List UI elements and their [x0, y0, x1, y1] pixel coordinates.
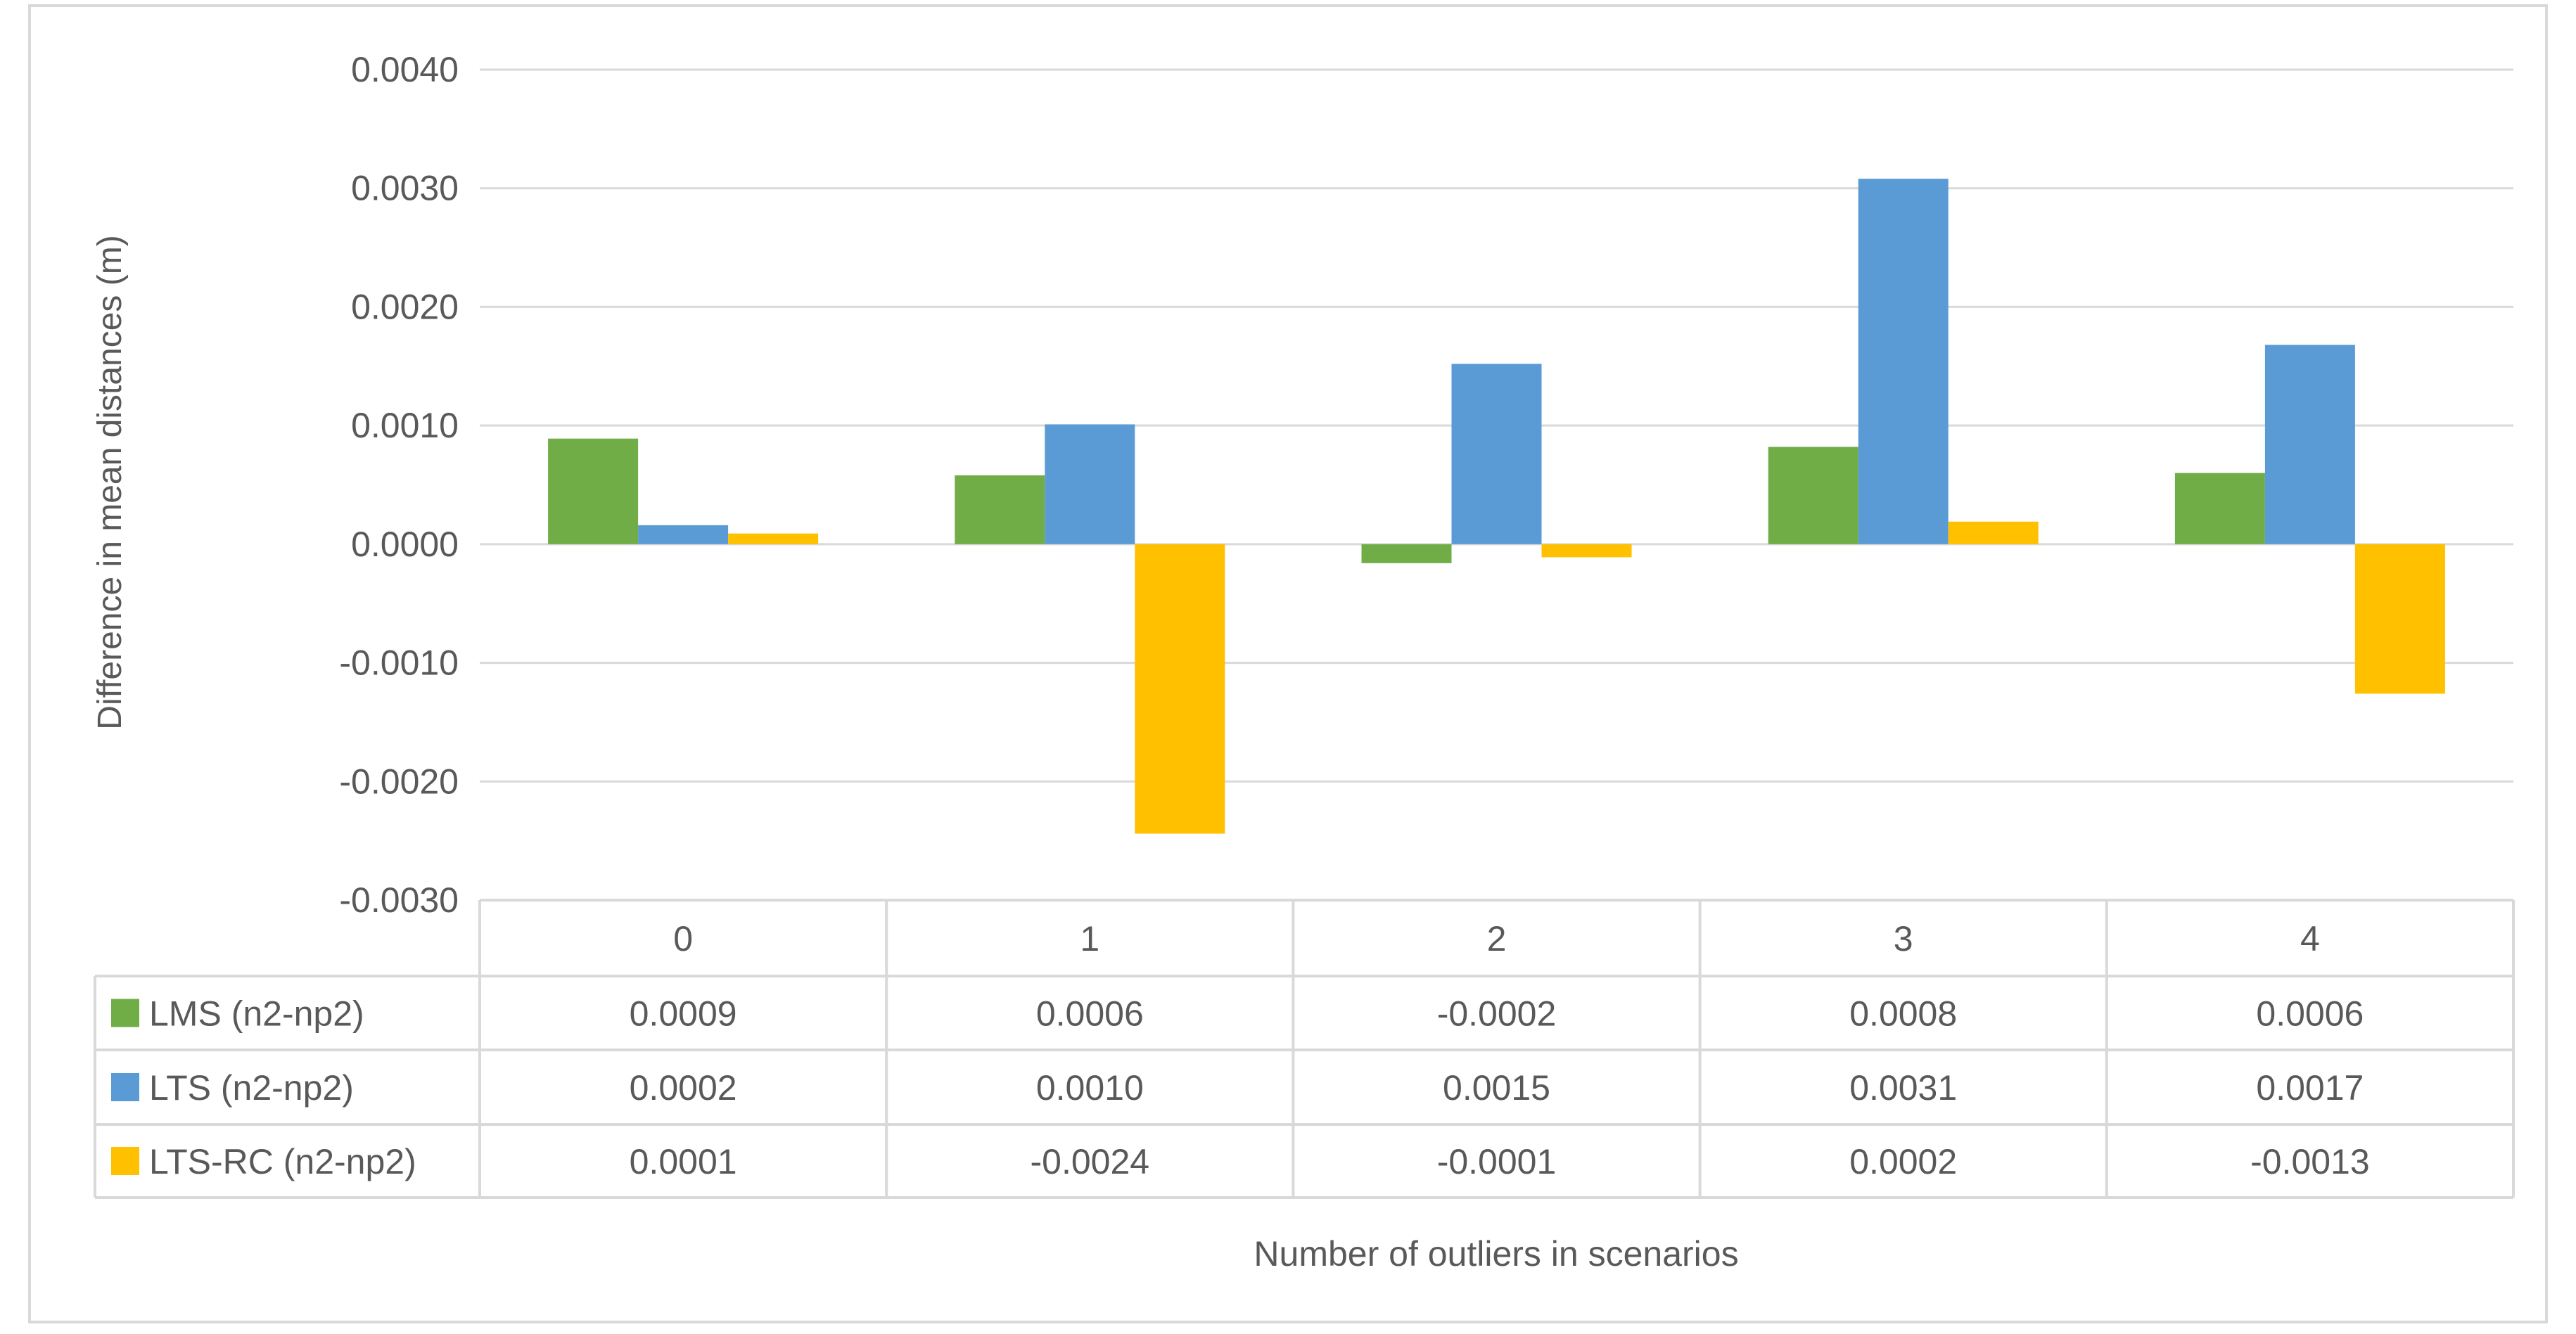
bar-2-0: [728, 533, 819, 544]
bar-1-0: [638, 525, 729, 544]
table-value: 0.0017: [2256, 1068, 2364, 1108]
bar-1-2: [1451, 364, 1542, 544]
table-value: 0.0031: [1849, 1068, 1957, 1108]
bar-1-3: [1858, 179, 1949, 544]
category-label: 1: [1080, 919, 1099, 958]
y-tick-label: -0.0020: [339, 762, 459, 801]
data-table: 0 1 2 3 4 LMS (n2-np2) 0.0009 0.0006 -0.0002 0.00…: [94, 899, 2515, 1199]
y-tick-label: 0.0030: [351, 169, 459, 208]
bar-0-0: [548, 438, 639, 544]
bar-0-2: [1361, 544, 1452, 563]
bars: [548, 179, 2445, 834]
bar-0-1: [955, 475, 1045, 544]
legend-label: LTS-RC (n2-np2): [149, 1142, 416, 1181]
category-label: 4: [2300, 919, 2320, 958]
y-tick-label: 0.0000: [351, 525, 459, 564]
y-tick-label: 0.0020: [351, 287, 459, 326]
category-label: 0: [673, 919, 693, 958]
table-value: -0.0001: [1437, 1142, 1557, 1181]
table-value: 0.0002: [1849, 1142, 1957, 1181]
legend-key: [111, 1073, 139, 1101]
category-label: 2: [1487, 919, 1507, 958]
table-value: 0.0001: [630, 1142, 737, 1181]
bar-2-3: [1948, 521, 2039, 544]
bar-2-1: [1135, 544, 1225, 834]
y-tick-label: 0.0040: [351, 50, 459, 89]
table-value: 0.0006: [2256, 994, 2364, 1034]
bar-2-2: [1541, 544, 1632, 558]
bar-1-1: [1045, 424, 1135, 544]
table-value: 0.0015: [1443, 1068, 1550, 1108]
bar-1-4: [2264, 345, 2355, 544]
table-value: 0.0009: [630, 994, 737, 1034]
legend-label: LMS (n2-np2): [149, 994, 364, 1034]
table-value: 0.0002: [630, 1068, 737, 1108]
category-label: 3: [1894, 919, 1913, 958]
y-tick-label: -0.0010: [339, 643, 459, 683]
legend-key: [111, 999, 139, 1027]
table-value: -0.0024: [1031, 1142, 1150, 1181]
y-tick-labels: 0.0040 0.0030 0.0020 0.0010 0.0000 -0.0010 -0.…: [339, 50, 459, 920]
x-axis-label: Number of outliers in scenarios: [1254, 1234, 1738, 1274]
legend-label: LTS (n2-np2): [149, 1068, 354, 1108]
bar-0-3: [1768, 447, 1858, 544]
table-value: 0.0006: [1036, 994, 1144, 1034]
table-value: -0.0013: [2250, 1142, 2370, 1181]
legend-key: [111, 1147, 139, 1175]
y-tick-label: 0.0010: [351, 406, 459, 445]
y-tick-label: -0.0030: [339, 880, 459, 920]
table-value: -0.0002: [1437, 994, 1557, 1034]
bar-0-4: [2174, 473, 2265, 544]
bar-2-4: [2354, 544, 2445, 694]
table-value: 0.0008: [1849, 994, 1957, 1034]
y-axis-label: Difference in mean distances (m): [91, 235, 129, 729]
table-value: 0.0010: [1036, 1068, 1144, 1108]
